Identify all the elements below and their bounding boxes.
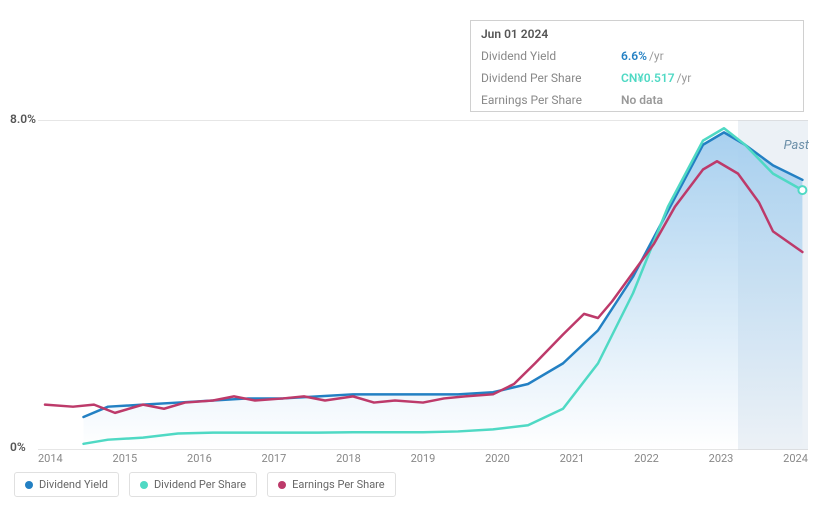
tooltip-unit: /yr (677, 71, 692, 85)
y-axis-min-label: 0% (10, 440, 26, 454)
legend-dot (25, 481, 33, 489)
legend-label: Dividend Per Share (154, 478, 246, 491)
legend-item[interactable]: Dividend Per Share (129, 472, 257, 497)
legend-label: Dividend Yield (39, 478, 108, 491)
tooltip-value: CN¥0.517 (621, 71, 675, 85)
x-tick: 2024 (783, 452, 808, 470)
x-tick: 2017 (262, 452, 287, 470)
x-tick: 2014 (38, 452, 63, 470)
tooltip-row: Dividend Per ShareCN¥0.517/yr (471, 67, 803, 89)
x-tick: 2022 (634, 452, 659, 470)
tooltip-row: Dividend Yield6.6%/yr (471, 45, 803, 67)
past-label: Past (784, 138, 809, 153)
hover-tooltip: Jun 01 2024 Dividend Yield6.6%/yrDividen… (470, 20, 804, 112)
tooltip-label: Earnings Per Share (481, 93, 621, 107)
tooltip-label: Dividend Per Share (481, 71, 621, 85)
x-tick: 2019 (411, 452, 436, 470)
legend-label: Earnings Per Share (292, 478, 385, 491)
legend-dot (278, 481, 286, 489)
x-tick: 2015 (113, 452, 138, 470)
legend-item[interactable]: Dividend Yield (14, 472, 119, 497)
legend-dot (140, 481, 148, 489)
legend: Dividend Yield Dividend Per Share Earnings… (14, 472, 396, 497)
x-axis: 2014 2015 2016 2017 2018 2019 2020 2021 2022 2023… (38, 452, 808, 470)
x-tick: 2023 (709, 452, 734, 470)
x-tick: 2018 (336, 452, 361, 470)
y-axis-max-label: 8.0% (10, 112, 36, 126)
tooltip-date: Jun 01 2024 (471, 21, 803, 45)
chart-plot[interactable] (38, 120, 808, 450)
tooltip-label: Dividend Yield (481, 49, 621, 63)
tooltip-value: No data (621, 93, 663, 107)
tooltip-value: 6.6% (621, 49, 647, 63)
tooltip-unit: /yr (649, 49, 664, 63)
legend-item[interactable]: Earnings Per Share (267, 472, 396, 497)
x-tick: 2020 (485, 452, 510, 470)
series-end-marker (798, 186, 806, 194)
x-tick: 2016 (187, 452, 212, 470)
tooltip-row: Earnings Per ShareNo data (471, 89, 803, 111)
chart-container: Jun 01 2024 Dividend Yield6.6%/yrDividen… (0, 0, 821, 508)
x-tick: 2021 (560, 452, 585, 470)
